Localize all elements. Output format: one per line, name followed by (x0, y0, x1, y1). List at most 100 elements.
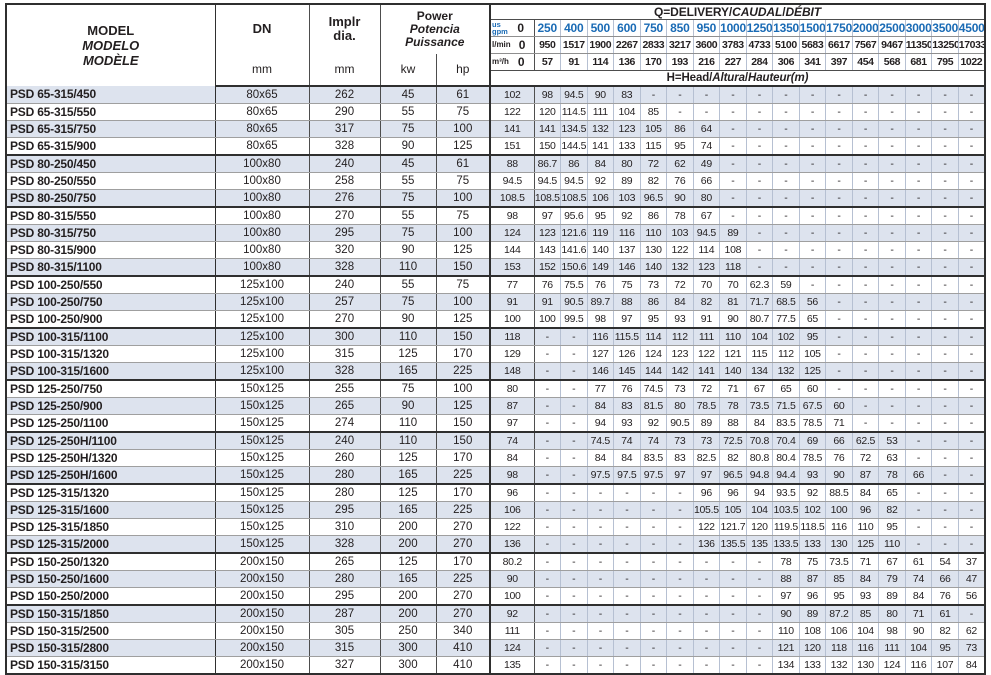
head-value-cell: 90.5 (560, 293, 588, 311)
head-value-cell: 119.5 (772, 518, 800, 536)
model-cell: PSD 125-250/1100 (6, 414, 216, 433)
head-value-cell: - (772, 137, 800, 156)
head-value-cell: - (852, 120, 880, 138)
m3h-q-value: 568 (878, 53, 906, 71)
head-value-cell: - (719, 656, 747, 674)
head-value-cell: - (799, 103, 827, 121)
m3h-q-value: 170 (640, 53, 668, 71)
head-value-cell: 110 (878, 535, 906, 554)
dia-cell: 295 (309, 224, 381, 242)
head-value-cell: 121 (772, 639, 800, 657)
table-row: PSD 100-250/750 125x100 257 75 100 91 91 90.5 89… (6, 293, 985, 311)
model-header: MODEL MODELO MODÈLE (6, 4, 216, 86)
gpm-q-value: 3000 (905, 19, 933, 37)
head-value-cell: 61 (905, 552, 933, 571)
head-value-cell: - (958, 310, 985, 329)
head-value-cell: - (534, 379, 562, 398)
gpm-q-value: us gpm 0 (490, 19, 535, 37)
head-value-cell: - (905, 137, 933, 156)
head-value-cell: 108.5 (490, 189, 535, 208)
head-value-cell: - (534, 414, 562, 433)
head-value-cell: 89 (719, 224, 747, 242)
head-value-cell: - (693, 85, 721, 104)
gpm-q-value: 400 (560, 19, 588, 37)
head-value-cell: 71 (905, 604, 933, 623)
head-value-cell: 83 (613, 85, 641, 104)
head-value-cell: 94.5 (490, 172, 535, 190)
pump-data-table: MODEL MODELO MODÈLE DN Implr dia. Power … (5, 3, 986, 675)
head-value-cell: - (746, 241, 774, 259)
head-value-cell: - (852, 258, 880, 277)
head-value-cell: 122 (666, 241, 694, 259)
head-value-cell: - (958, 414, 985, 433)
head-value-cell: 73 (666, 379, 694, 398)
lmin-q-value: 7567 (852, 36, 880, 54)
head-value-cell: - (958, 327, 985, 346)
head-value-cell: - (746, 85, 774, 104)
hp-cell: 270 (436, 587, 491, 606)
head-value-cell: 130 (825, 535, 853, 554)
head-value-cell: - (905, 414, 933, 433)
head-value-cell: 88.5 (825, 483, 853, 502)
head-value-cell: - (958, 275, 985, 294)
head-value-cell: 47 (958, 570, 985, 588)
head-value-cell: - (666, 552, 694, 571)
dn-cell: 100x80 (215, 258, 310, 277)
head-value-cell: - (772, 172, 800, 190)
model-label-en: MODEL (87, 22, 135, 38)
dia-cell: 260 (309, 449, 381, 467)
head-value-cell: - (666, 570, 694, 588)
head-value-cell: 90 (666, 189, 694, 208)
head-value-cell: 80 (693, 189, 721, 208)
head-value-cell: 69 (799, 431, 827, 450)
kw-cell: 110 (380, 431, 437, 450)
head-value-cell: - (958, 189, 985, 208)
head-value-cell: - (852, 379, 880, 398)
head-value-cell: - (931, 224, 959, 242)
dia-cell: 258 (309, 172, 381, 190)
head-value-cell: 72 (666, 275, 694, 294)
head-value-cell: 86.7 (534, 154, 562, 173)
hp-cell: 170 (436, 449, 491, 467)
kw-cell: 125 (380, 552, 437, 571)
head-value-cell: - (693, 587, 721, 606)
table-row: PSD 100-250/550 125x100 240 55 75 77 76 75.5 76 7… (6, 275, 985, 294)
head-value-cell: - (772, 120, 800, 138)
head-value-cell: 97 (666, 466, 694, 485)
head-value-cell: - (560, 379, 588, 398)
head-value-cell: - (560, 414, 588, 433)
head-value-cell: 79 (878, 570, 906, 588)
head-value-cell: 81 (719, 293, 747, 311)
impeller-dia-unit: mm (309, 53, 381, 87)
head-value-cell: 63 (878, 449, 906, 467)
head-value-cell: 97.5 (587, 466, 615, 485)
head-value-cell: - (931, 154, 959, 173)
head-value-cell: 94.5 (560, 172, 588, 190)
head-value-cell: 94.8 (746, 466, 774, 485)
m3h-q-value: 91 (560, 53, 588, 71)
dia-cell: 240 (309, 275, 381, 294)
head-value-cell: 80.2 (490, 552, 535, 571)
lmin-q-value: l/min 0 (490, 36, 535, 54)
head-value-cell: - (693, 552, 721, 571)
head-value-cell: 118 (490, 327, 535, 346)
head-value-cell: 100 (490, 587, 535, 606)
head-value-cell: 96.5 (640, 189, 668, 208)
head-value-cell: - (958, 154, 985, 173)
m3h-q-value: 284 (746, 53, 774, 71)
head-value-cell: 56 (799, 293, 827, 311)
head-value-cell: 110 (772, 622, 800, 640)
hp-cell: 125 (436, 241, 491, 259)
model-cell: PSD 65-315/750 (6, 120, 216, 138)
head-value-cell: 132 (825, 656, 853, 674)
head-value-cell: 141 (587, 137, 615, 156)
head-value-cell: 110 (640, 224, 668, 242)
head-value-cell: 144 (640, 362, 668, 381)
head-value-cell: - (640, 85, 668, 104)
h-title-part: Altura (712, 71, 745, 84)
table-row: PSD 80-315/1100 100x80 328 110 150 153 152 150.… (6, 258, 985, 277)
m3h-unit-label: m³/h (492, 57, 509, 66)
head-value-cell: - (878, 379, 906, 398)
h-head-title: H=Head/Altura/Hauteur(m) (490, 70, 985, 87)
table-row: PSD 100-315/1100 125x100 300 110 150 118- -116… (6, 327, 985, 346)
